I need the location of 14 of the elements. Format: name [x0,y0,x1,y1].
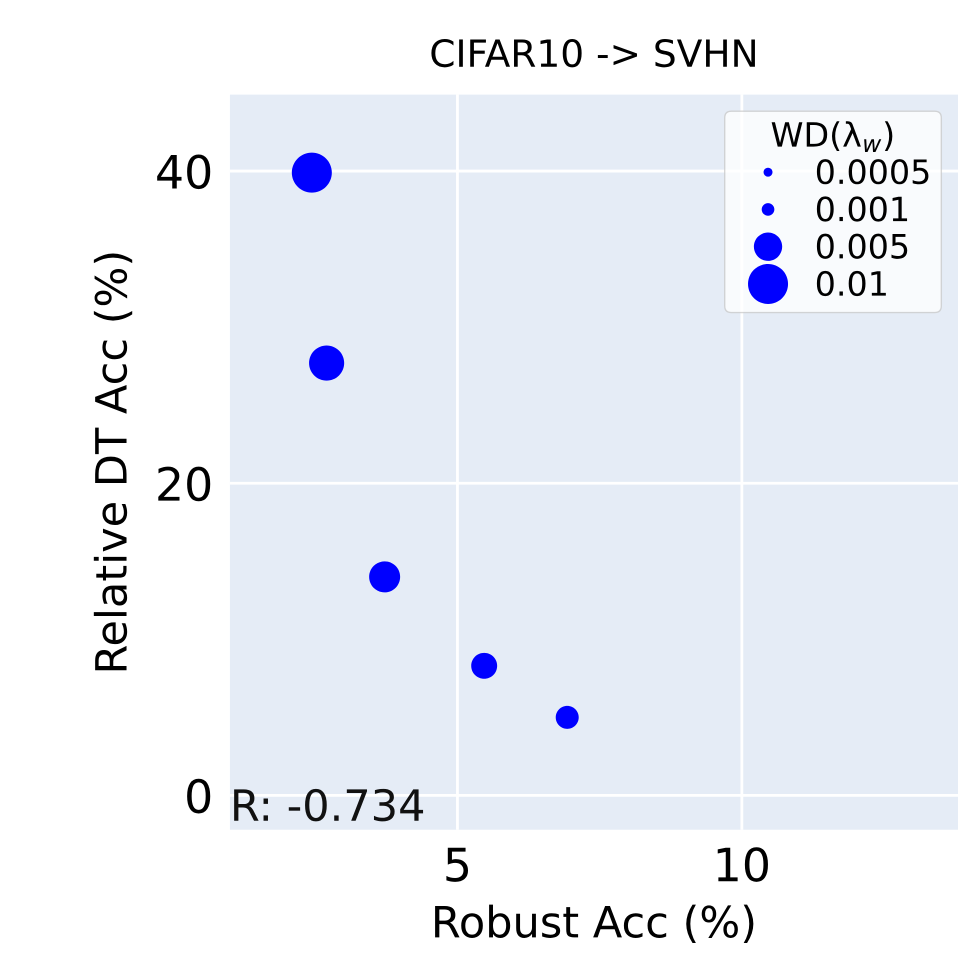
x-tick-label: 5 [446,848,468,882]
x-tick-label: 10 [718,847,768,882]
y-tick-label: 0 [187,778,210,814]
y-tick-label: 40 [157,154,210,190]
legend-label: 0.0005 [816,159,928,184]
legend-label: 0.001 [816,196,908,222]
legend-title: WD(λ$_{w}$) [772,121,892,152]
legend-label: 0.005 [816,234,908,259]
x-axis-title: Robust Acc (%) [435,904,754,944]
chart-title: CIFAR10 -> SVHN [431,38,755,68]
y-tick-label: 20 [158,466,210,502]
legend-label: 0.01 [816,270,886,296]
annotation: R: -0.734 [234,788,424,822]
y-axis-title: Relative DT Acc (%) [94,254,132,670]
